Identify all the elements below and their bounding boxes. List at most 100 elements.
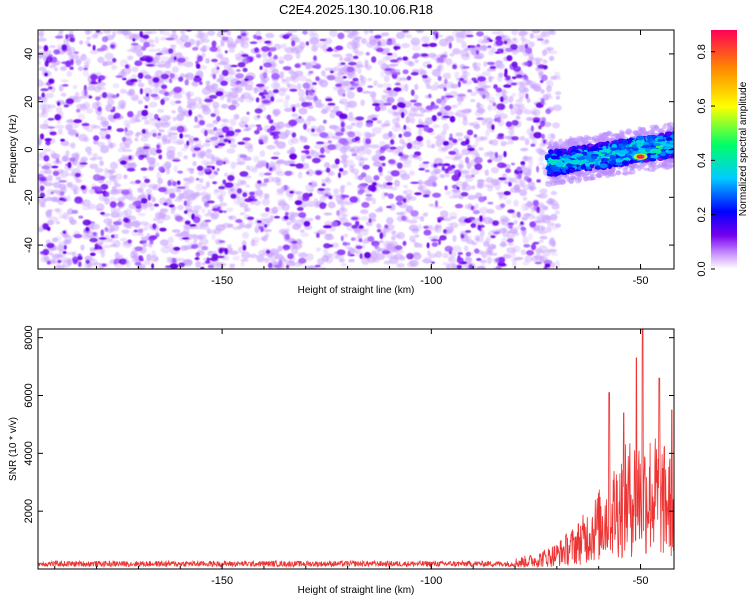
heatmap-noise-cell [40,251,46,255]
heatmap-noise-cell [423,229,432,236]
heatmap-noise-cell [244,198,254,203]
heatmap-noise-cell [139,182,148,189]
heatmap-noise-cell [325,98,333,102]
heatmap-noise-cell [65,150,70,157]
heatmap-noise-cell [534,254,543,262]
heatmap-noise-cell [398,152,404,157]
heatmap-noise-cell [283,184,288,191]
heatmap-noise-cell [509,38,519,44]
heatmap-noise-cell [520,147,529,152]
heatmap-noise-cell [522,236,529,244]
heatmap-noise-cell [203,168,212,172]
heatmap-noise-cell [402,30,409,33]
heatmap-noise-cell [315,76,320,82]
heatmap-noise-cell [53,49,61,55]
heatmap-noise-cell [142,176,148,180]
heatmap-noise-cell [391,105,398,110]
heatmap-noise-cell [266,114,272,121]
heatmap-signal-cell [620,134,626,139]
heatmap-signal-cell [619,129,624,135]
heatmap-noise-cell [119,142,127,150]
heatmap-noise-cell [41,110,48,119]
heatmap-noise-cell [97,141,105,148]
heatmap-noise-cell [550,252,559,256]
heatmap-noise-cell [517,82,524,87]
heatmap-noise-cell [62,239,70,245]
heatmap-noise-cell [536,179,541,183]
heatmap-noise-cell [540,120,546,127]
heatmap-noise-cell [420,53,429,57]
heatmap-noise-cell [199,178,204,183]
heatmap-noise-cell [173,86,183,93]
heatmap-noise-cell [461,80,467,84]
heatmap-signal-cell [571,141,578,147]
heatmap-noise-cell [320,147,325,154]
heatmap-noise-cell [245,95,255,103]
heatmap-noise-cell [88,95,93,99]
heatmap-noise-cell [437,112,443,117]
heatmap-noise-cell [72,258,78,265]
heatmap-noise-cell [100,211,105,215]
heatmap-noise-cell [498,256,506,264]
heatmap-noise-cell [444,105,452,111]
heatmap-noise-cell [207,264,214,269]
heatmap-noise-cell [327,144,337,151]
heatmap-noise-cell [510,82,518,86]
heatmap-noise-cell [356,86,363,93]
heatmap-noise-cell [476,117,484,121]
heatmap-noise-cell [298,212,307,218]
heatmap-noise-cell [160,122,170,128]
heatmap-noise-cell [340,262,347,267]
heatmap-noise-cell [158,187,167,193]
heatmap-noise-cell [322,248,329,254]
heatmap-noise-cell [495,87,502,93]
heatmap-noise-cell [183,200,188,207]
heatmap-noise-cell [140,136,149,142]
heatmap-noise-cell [171,110,176,114]
heatmap-noise-cell [428,42,438,48]
heatmap-noise-cell [510,43,518,51]
heatmap-noise-cell [110,234,115,239]
heatmap-noise-cell [483,61,488,67]
heatmap-signal-cell [663,159,671,163]
heatmap-noise-cell [261,198,270,206]
heatmap-noise-cell [373,175,380,181]
heatmap-noise-cell [112,57,117,63]
heatmap-noise-cell [554,71,560,78]
heatmap-noise-cell [431,143,436,149]
heatmap-noise-cell [355,245,363,250]
heatmap-noise-cell [452,234,457,243]
heatmap-noise-cell [357,184,367,189]
heatmap-noise-cell [424,79,431,87]
heatmap-noise-cell [298,257,307,264]
heatmap-signal-cell [610,166,616,172]
heatmap-noise-cell [409,117,416,124]
heatmap-noise-cell [120,88,127,94]
heatmap-noise-cell [346,116,357,122]
heatmap-noise-cell [158,129,165,133]
heatmap-noise-cell [50,150,57,158]
heatmap-noise-cell [57,259,62,264]
heatmap-noise-cell [240,41,245,47]
heatmap-noise-cell [263,172,272,176]
heatmap-noise-cell [358,225,364,229]
heatmap-noise-cell [135,179,141,184]
heatmap-noise-cell [392,111,398,117]
heatmap-noise-cell [523,75,529,81]
heatmap-noise-cell [91,125,102,129]
heatmap-noise-cell [143,87,153,95]
heatmap-noise-cell [270,63,276,67]
heatmap-noise-cell [372,102,381,107]
heatmap-noise-cell [493,84,498,90]
heatmap-noise-cell [435,139,443,147]
heatmap-noise-cell [157,60,167,68]
heatmap-noise-cell [463,47,469,52]
heatmap-noise-cell [539,188,548,194]
heatmap-noise-cell [486,248,493,256]
heatmap-noise-cell [296,206,304,211]
heatmap-noise-cell [507,209,515,214]
heatmap-noise-cell [479,215,483,223]
heatmap-noise-cell [445,190,452,195]
heatmap-noise-cell [80,244,85,251]
heatmap-noise-cell [205,181,210,188]
